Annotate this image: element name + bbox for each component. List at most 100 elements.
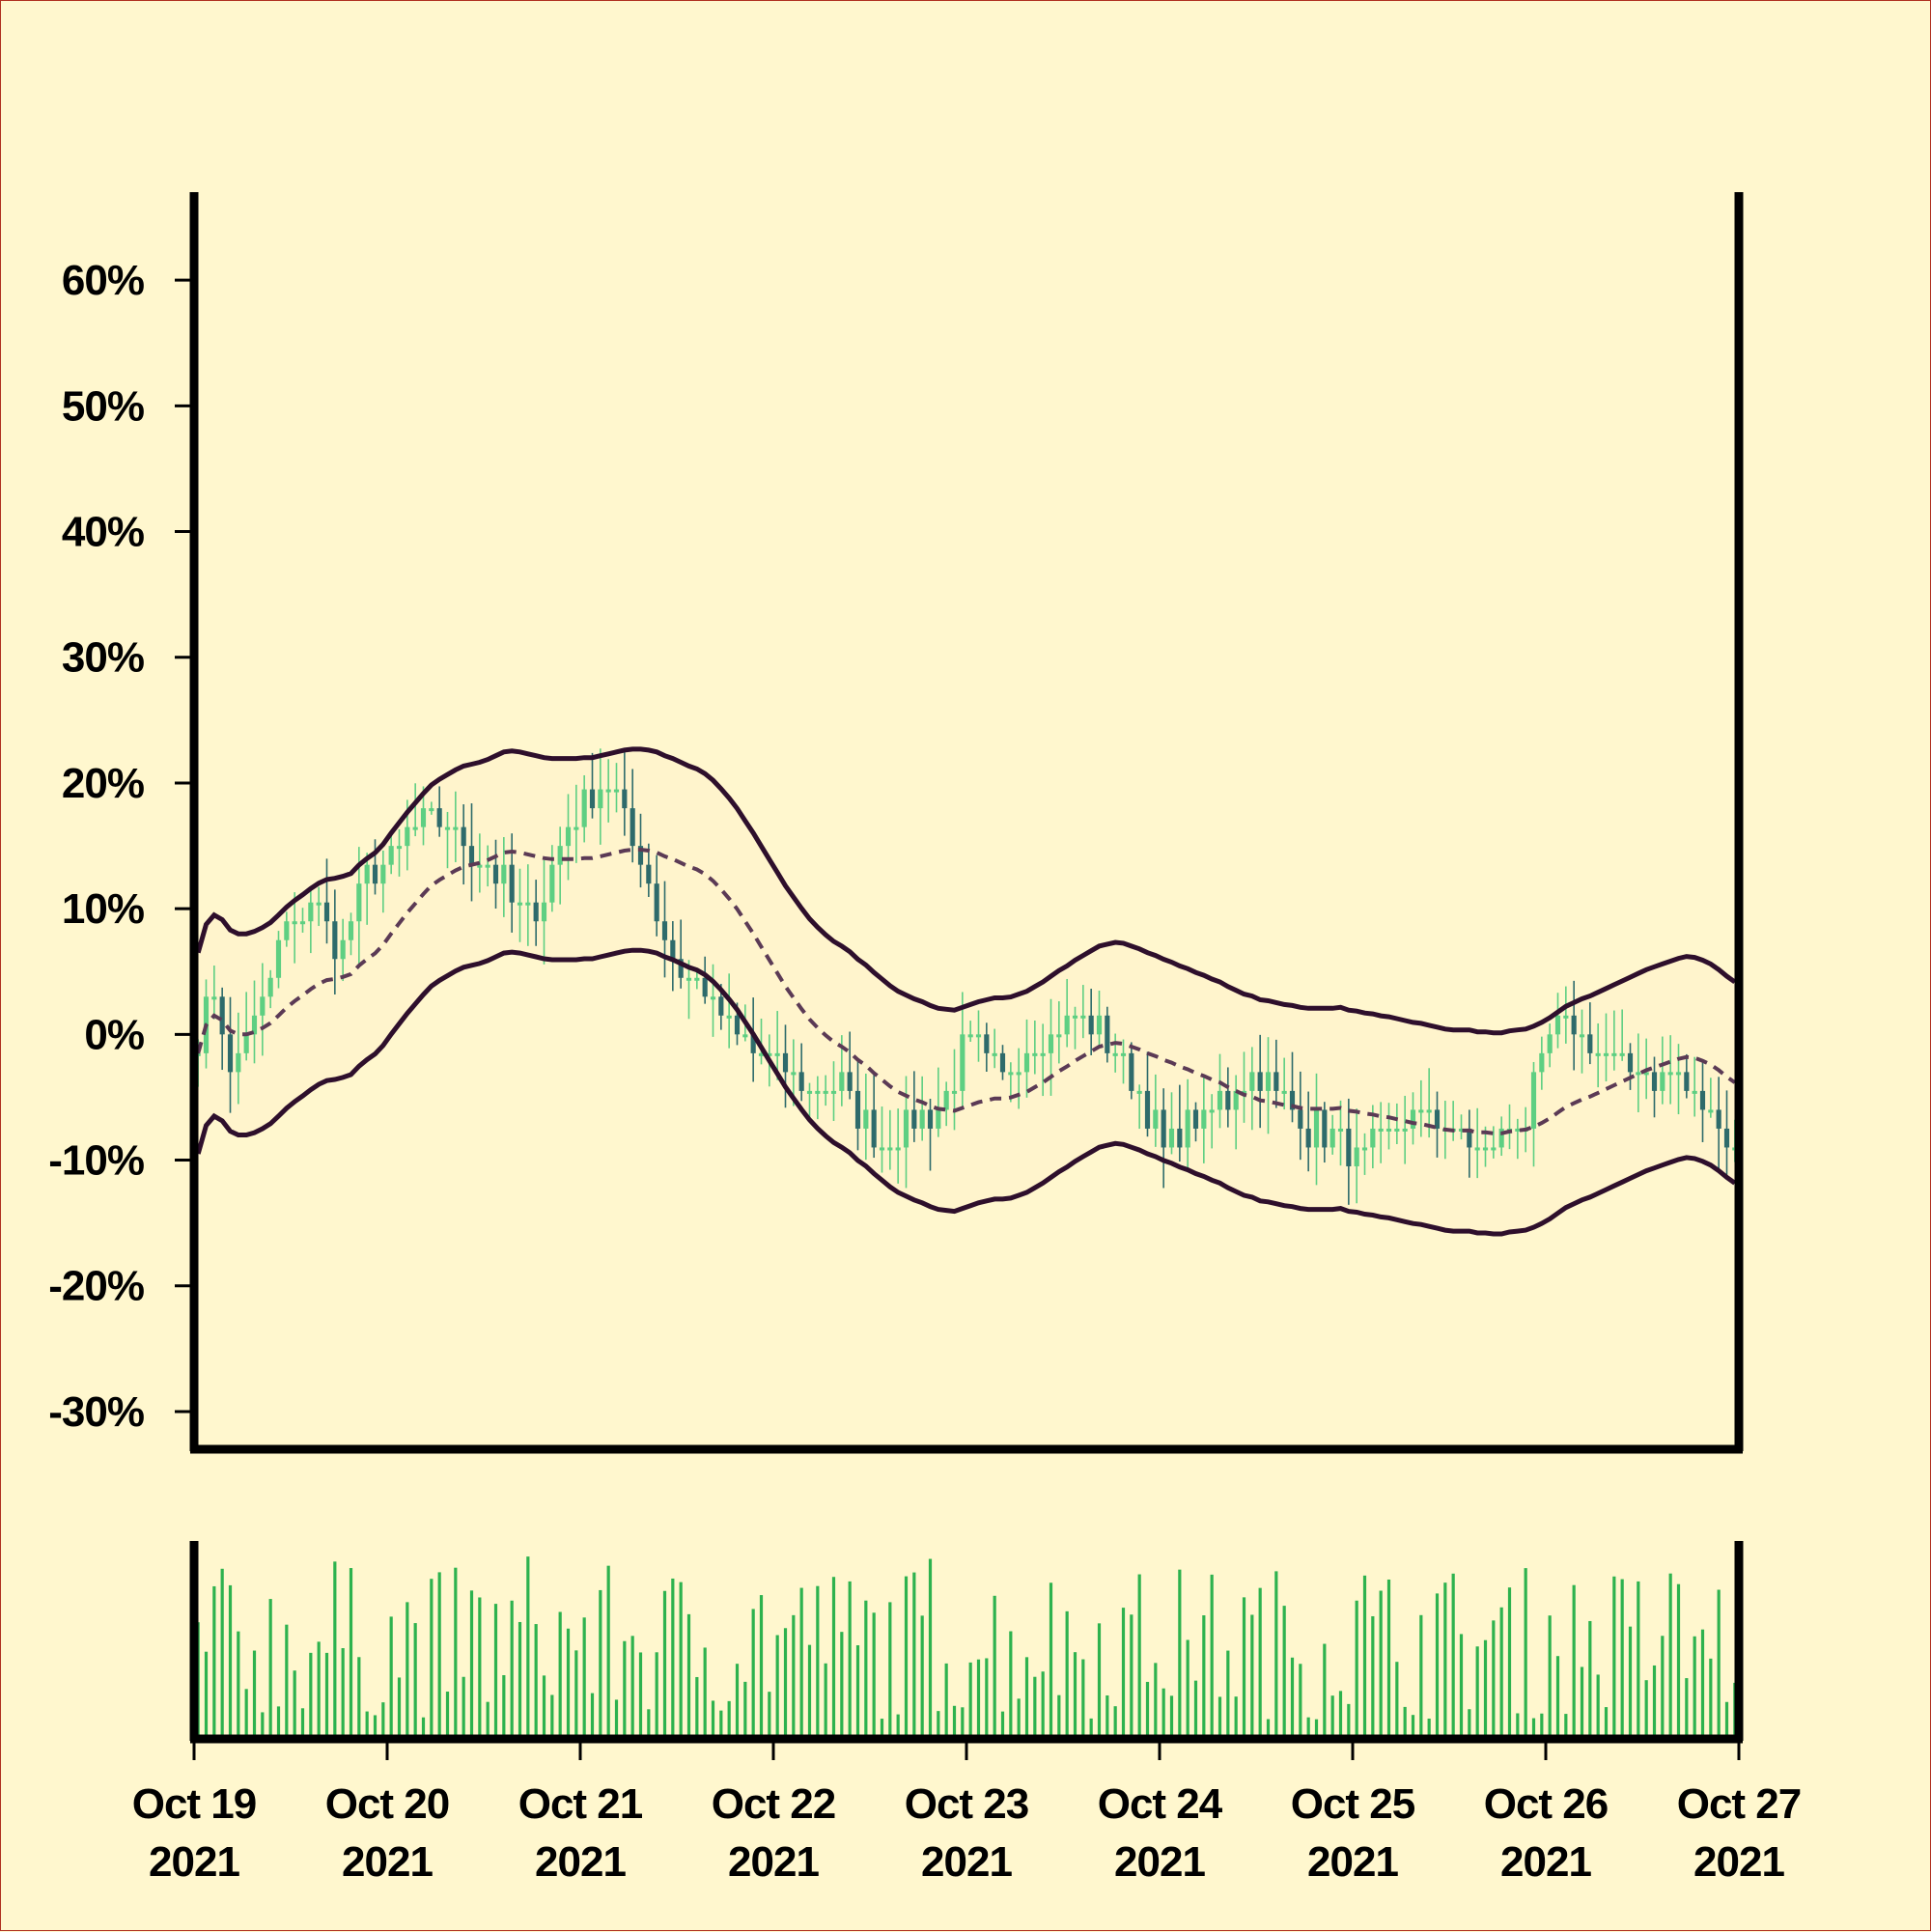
volume-bar xyxy=(872,1612,876,1739)
volume-bar xyxy=(888,1602,892,1739)
candle-body xyxy=(637,846,644,865)
y-tick-label: 0% xyxy=(84,1011,144,1058)
candle-body xyxy=(854,1090,861,1129)
volume-bar xyxy=(1596,1674,1600,1739)
volume-bar xyxy=(864,1600,868,1739)
volume-bar xyxy=(1089,1718,1093,1739)
candle-body xyxy=(1040,1052,1046,1056)
volume-bar xyxy=(880,1719,884,1739)
candle-body xyxy=(830,1090,837,1094)
candle-body xyxy=(356,883,362,922)
candle-body xyxy=(1241,1090,1247,1094)
volume-bar xyxy=(421,1717,426,1739)
volume-bar xyxy=(1628,1626,1633,1739)
candle-body xyxy=(1467,1128,1472,1148)
x-tick-year: 2021 xyxy=(728,1838,819,1886)
volume-bar xyxy=(365,1711,369,1739)
volume-bar xyxy=(695,1676,699,1739)
candle-body xyxy=(895,1147,901,1151)
y-tick-label: -10% xyxy=(48,1137,144,1185)
volume-bar xyxy=(1347,1703,1351,1739)
volume-bar xyxy=(1049,1582,1053,1739)
candle-body xyxy=(1378,1128,1384,1132)
volume-bar xyxy=(309,1652,313,1739)
candle-body xyxy=(767,1052,772,1056)
volume-bar xyxy=(1282,1606,1286,1739)
candle-body xyxy=(1361,1147,1368,1151)
candle-body xyxy=(1627,1052,1634,1073)
candle-body xyxy=(975,1034,982,1038)
volume-bar xyxy=(502,1674,506,1739)
volume-bars xyxy=(196,1556,1737,1739)
volume-bar xyxy=(252,1650,257,1739)
volume-bar xyxy=(212,1585,216,1739)
candle-body xyxy=(1192,1109,1199,1129)
candle-body xyxy=(871,1109,877,1148)
volume-bar xyxy=(1033,1676,1037,1739)
candle-body xyxy=(863,1109,869,1129)
y-tick-label: 50% xyxy=(62,382,144,430)
candle-body xyxy=(541,902,547,922)
volume-bar xyxy=(237,1631,240,1739)
candle-body xyxy=(509,864,515,903)
candle-body xyxy=(710,996,716,1000)
volume-bar xyxy=(655,1652,658,1739)
volume-bar xyxy=(896,1714,900,1739)
volume-bar xyxy=(599,1589,602,1739)
candle-body xyxy=(1554,1015,1561,1035)
volume-bar xyxy=(647,1709,651,1739)
candle-body xyxy=(485,864,490,868)
candle-body xyxy=(887,1147,893,1151)
candle-body xyxy=(299,921,306,925)
volume-bar xyxy=(486,1701,490,1739)
candle-body xyxy=(429,808,434,812)
candle-body xyxy=(1346,1128,1352,1166)
candle-body xyxy=(1088,1015,1094,1035)
candle-body xyxy=(211,996,217,1000)
candle-body xyxy=(1177,1128,1183,1148)
x-tick-year: 2021 xyxy=(149,1838,239,1886)
x-tick-date: Oct 26 xyxy=(1484,1780,1609,1828)
volume-bar xyxy=(582,1617,586,1739)
volume-bar xyxy=(807,1644,812,1739)
candle-body xyxy=(758,1052,765,1056)
candle-body xyxy=(396,846,403,850)
volume-bar xyxy=(542,1675,546,1739)
candle-body xyxy=(1209,1109,1215,1113)
candle-body xyxy=(1298,1109,1303,1129)
candle-body xyxy=(1692,1090,1697,1094)
volume-bar xyxy=(993,1595,996,1739)
volume-bar xyxy=(1137,1574,1141,1739)
volume-bar xyxy=(1685,1678,1689,1739)
candle-body xyxy=(630,808,635,847)
volume-bar xyxy=(1338,1691,1343,1739)
volume-bar xyxy=(1386,1579,1391,1739)
candle-body xyxy=(517,902,523,906)
candle-body xyxy=(999,1052,1006,1073)
volume-bar xyxy=(1540,1713,1544,1739)
volume-bar xyxy=(1242,1597,1246,1739)
x-tick-year: 2021 xyxy=(535,1838,626,1886)
candle-body xyxy=(436,808,442,827)
volume-bar xyxy=(1637,1581,1640,1739)
candle-body xyxy=(1185,1109,1190,1148)
volume-bar xyxy=(469,1590,474,1739)
volume-bar xyxy=(630,1636,634,1739)
volume-bar xyxy=(952,1705,957,1739)
candle-body xyxy=(1474,1147,1480,1151)
candle-body xyxy=(1530,1072,1537,1129)
volume-bar xyxy=(550,1694,554,1739)
candle-body xyxy=(815,1090,821,1094)
candle-body xyxy=(525,902,531,906)
volume-bar xyxy=(285,1624,289,1739)
volume-bar xyxy=(1330,1695,1334,1739)
candle-body xyxy=(1571,1015,1577,1035)
candle-body xyxy=(316,902,322,906)
candle-body xyxy=(967,1034,973,1038)
volume-bar xyxy=(623,1640,627,1739)
volume-bar xyxy=(478,1597,482,1739)
candle-body xyxy=(227,1034,234,1073)
volume-bar xyxy=(1411,1715,1415,1739)
candle-body xyxy=(1281,1090,1287,1094)
candle-body xyxy=(678,959,684,978)
